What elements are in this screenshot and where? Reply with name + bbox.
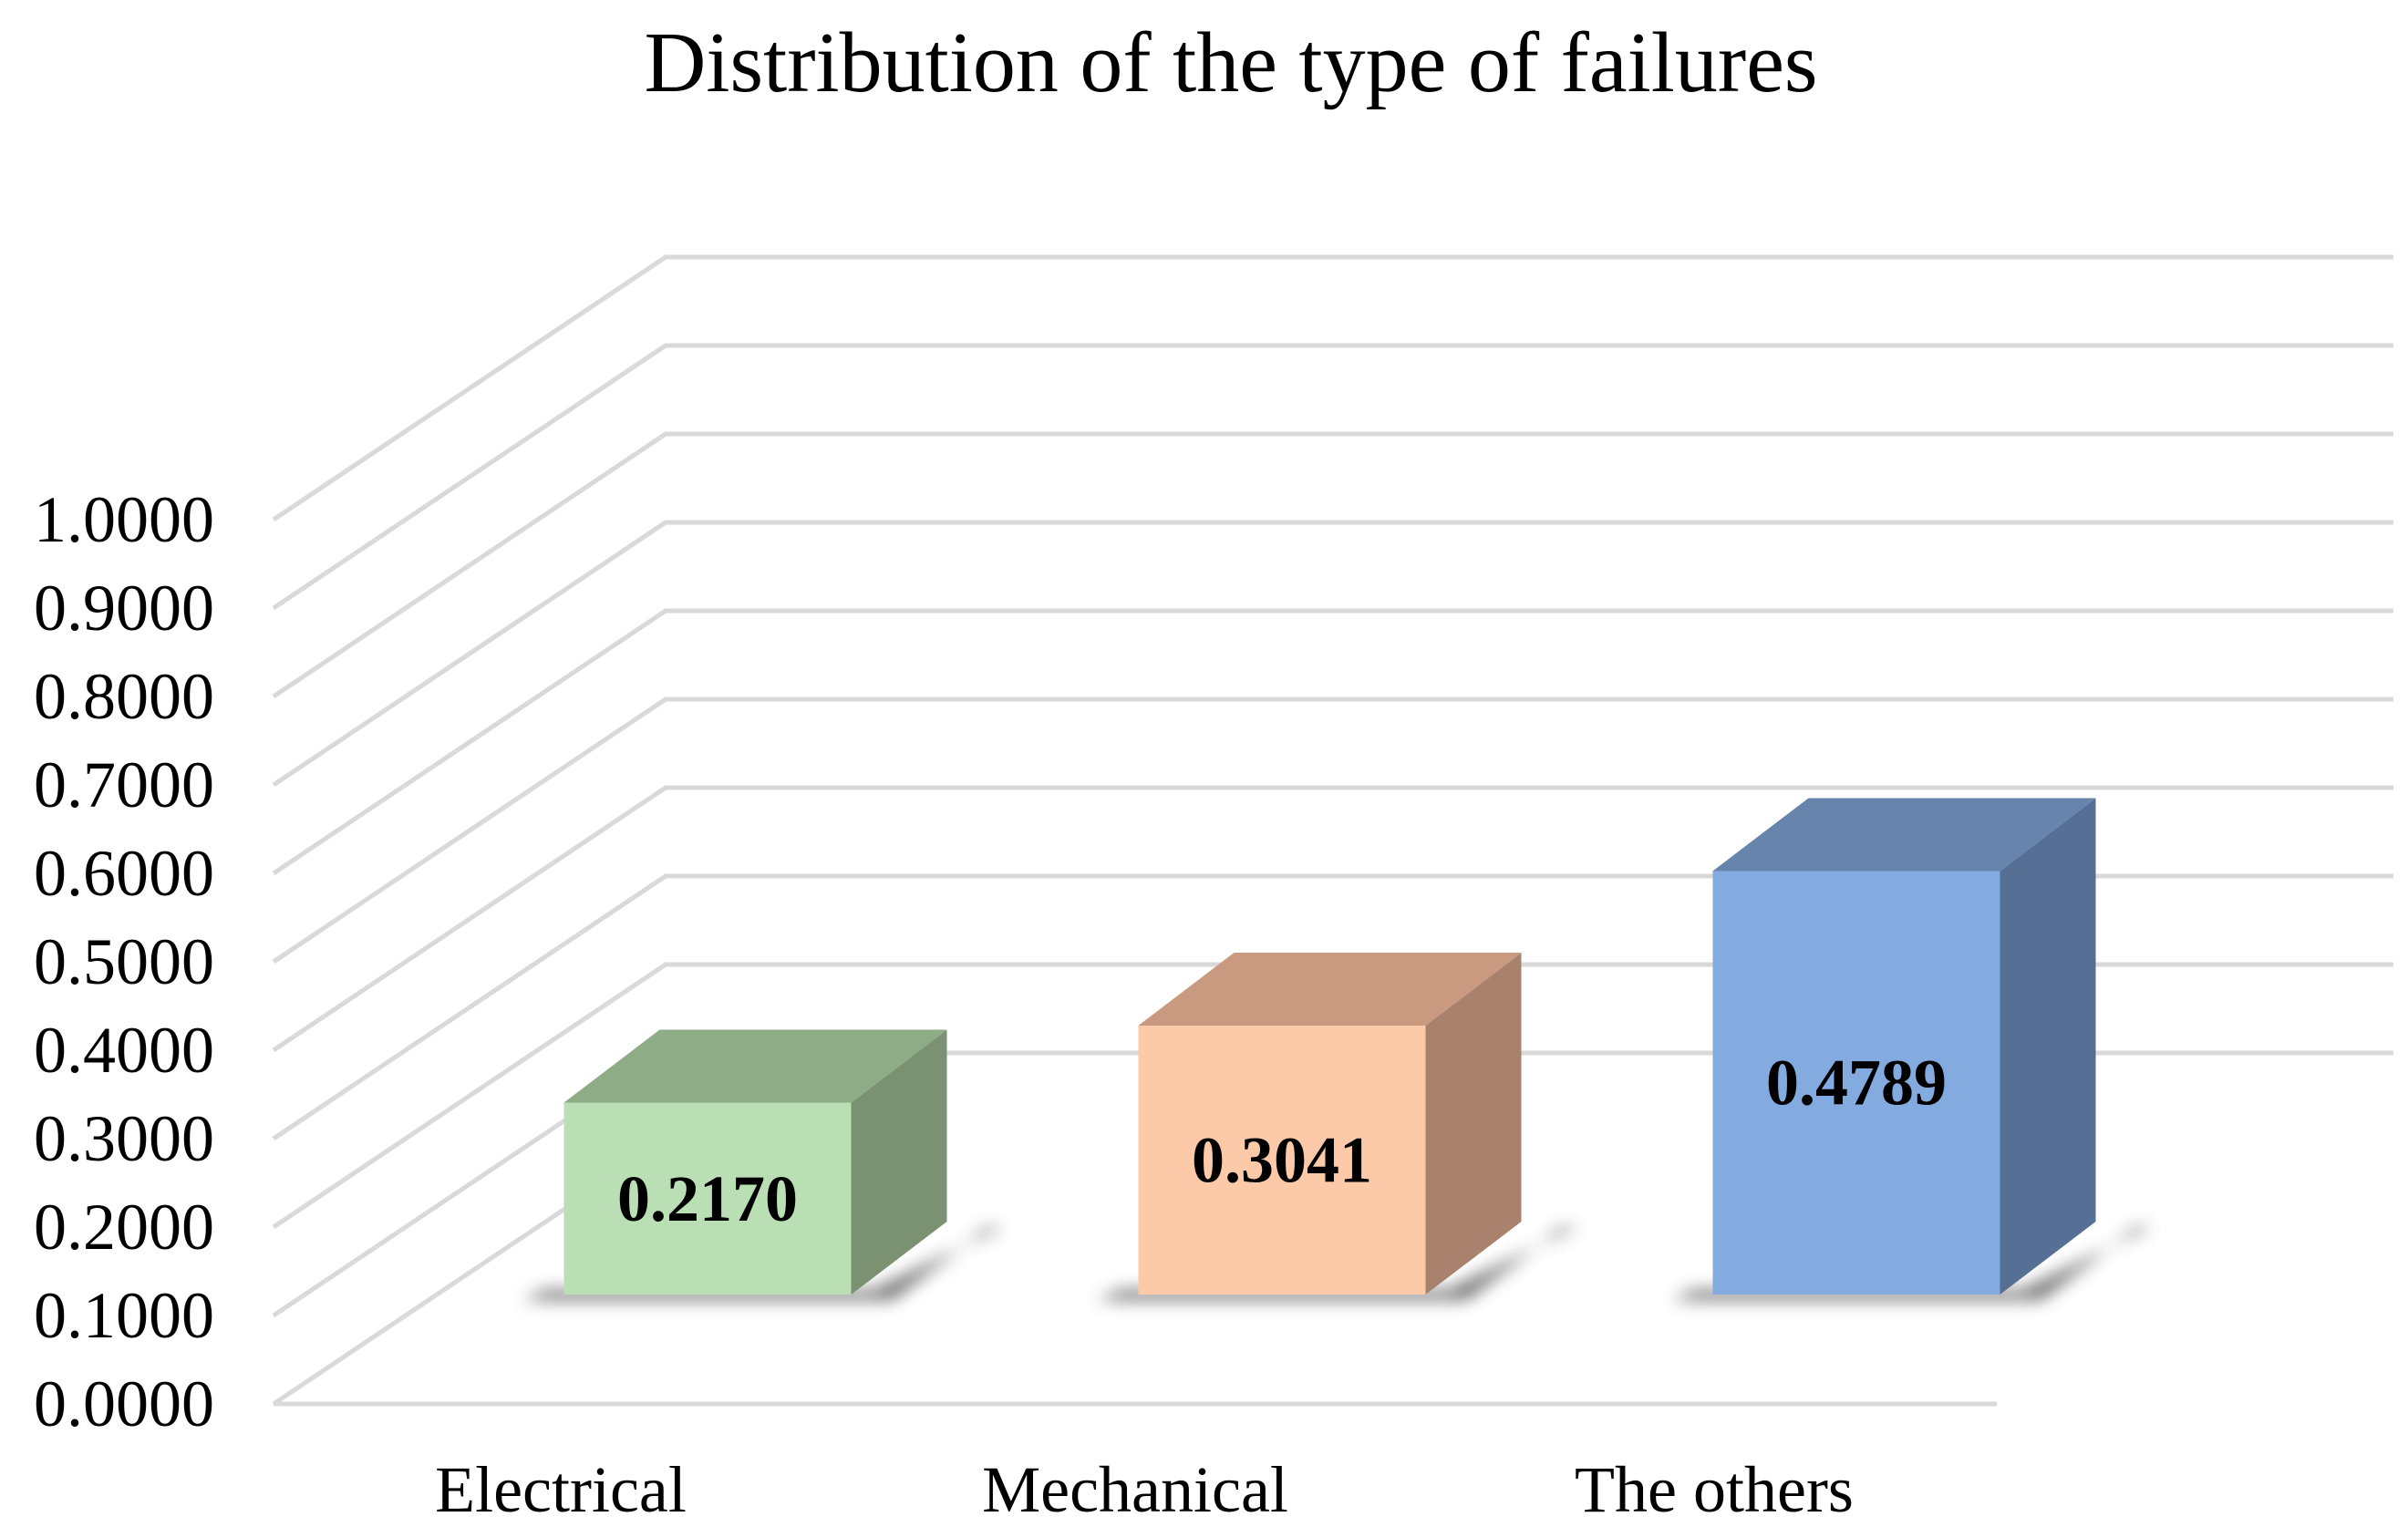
x-category-label: Mechanical: [982, 1453, 1288, 1526]
y-tick-label: 0.4000: [34, 1014, 214, 1087]
data-label: 0.2170: [617, 1162, 798, 1235]
gridline: [272, 608, 2393, 876]
y-tick-label: 0.6000: [34, 837, 214, 910]
gridline: [272, 520, 2393, 788]
y-tick-label: 0.9000: [34, 572, 214, 645]
bar-top-face: [1712, 798, 2096, 872]
bar-side-face: [851, 1029, 947, 1295]
bars: 0.2170 0.3041 0.4789: [522, 798, 2151, 1300]
data-label: 0.3041: [1192, 1124, 1372, 1197]
y-tick-label: 0.5000: [34, 925, 214, 998]
bar-the-others: 0.4789: [1671, 798, 2151, 1300]
y-tick-label: 0.7000: [34, 748, 214, 821]
y-axis-ticks: 0.0000 0.1000 0.2000 0.3000 0.4000 0.5000 0.60…: [34, 483, 214, 1440]
bar-side-face: [2000, 798, 2096, 1295]
x-category-label: The others: [1575, 1453, 1854, 1526]
y-tick-label: 0.8000: [34, 660, 214, 733]
x-axis-labels: Electrical Mechanical The others: [435, 1453, 1854, 1526]
bar-front-face: [1712, 871, 2000, 1295]
bar-top-face: [1138, 953, 1522, 1027]
y-tick-label: 1.0000: [34, 483, 214, 556]
bar-electrical: 0.2170: [522, 1029, 1002, 1300]
gridline: [272, 254, 2393, 522]
x-category-label: Electrical: [435, 1453, 687, 1526]
gridline: [272, 431, 2393, 699]
y-tick-label: 0.3000: [34, 1102, 214, 1175]
y-tick-label: 0.2000: [34, 1191, 214, 1264]
y-tick-label: 0.0000: [34, 1367, 214, 1440]
gridline: [272, 785, 2393, 1053]
gridline: [272, 343, 2393, 611]
bar-front-face: [563, 1102, 852, 1295]
bar-top-face: [563, 1029, 947, 1103]
chart-title: Distribution of the type of failures: [645, 15, 1818, 110]
bar-front-face: [1138, 1026, 1426, 1295]
data-label: 0.4789: [1766, 1047, 1947, 1119]
bar-side-face: [1425, 953, 1522, 1295]
bar-mechanical: 0.3041: [1097, 953, 1576, 1300]
gridlines: [272, 254, 2393, 1407]
y-tick-label: 0.1000: [34, 1279, 214, 1352]
gridline: [272, 696, 2393, 965]
